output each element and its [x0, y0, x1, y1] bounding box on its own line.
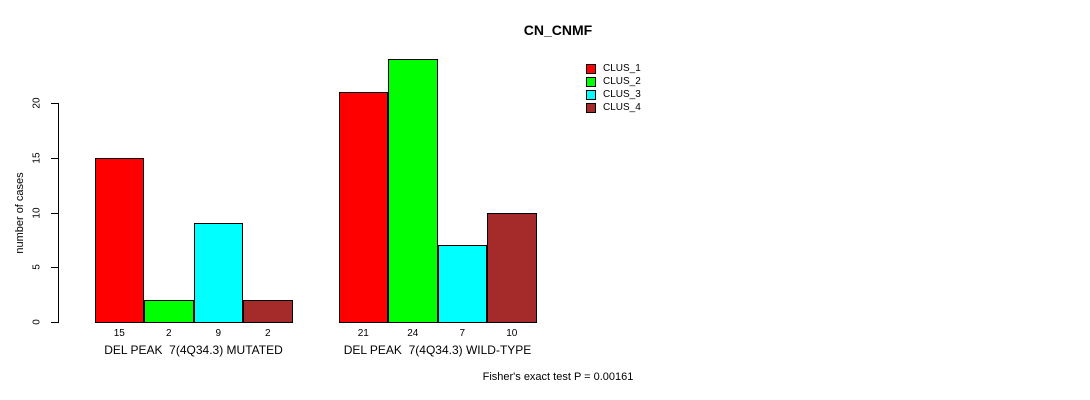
bar-clus_3-group2: [437, 245, 487, 323]
bar-clus_4-group2: [487, 212, 537, 323]
y-tick-mark: [51, 213, 58, 214]
y-tick-mark: [51, 322, 58, 323]
legend-item-clus-2: CLUS_2: [586, 75, 641, 88]
legend-label-clus-4: CLUS_4: [603, 102, 641, 113]
legend-item-clus-4: CLUS_4: [586, 101, 641, 114]
group-label-wild-type: DEL PEAK 7(4Q34.3) WILD-TYPE: [343, 343, 532, 357]
bar-clus_1-group1: [94, 157, 144, 323]
fisher-test-annotation: Fisher's exact test P = 0.00161: [482, 371, 634, 383]
bar-clus_1-group2: [338, 92, 388, 323]
legend-item-clus-3: CLUS_3: [586, 88, 641, 101]
legend-label-clus-1: CLUS_1: [603, 63, 641, 74]
bar-clus_2-group1: [144, 300, 194, 323]
bar-clus_2-group2: [388, 59, 438, 323]
group-label-mutated: DEL PEAK 7(4Q34.3) MUTATED: [104, 343, 283, 357]
legend: CLUS_1 CLUS_2 CLUS_3 CLUS_4: [586, 62, 641, 114]
legend-swatch-clus-2: [586, 76, 596, 87]
y-tick-mark: [51, 267, 58, 268]
y-tick-label: 20: [31, 97, 43, 109]
legend-label-clus-3: CLUS_3: [603, 89, 641, 100]
legend-label-clus-2: CLUS_2: [603, 76, 641, 87]
legend-swatch-clus-4: [586, 102, 596, 113]
bar-value-clus_1-group1: 15: [113, 328, 125, 339]
bar-clus_3-group1: [193, 223, 243, 323]
y-axis-label: number of cases: [14, 172, 26, 254]
bar-value-clus_3-group2: 7: [459, 328, 466, 339]
legend-swatch-clus-1: [586, 63, 596, 74]
bar-value-clus_2-group2: 24: [407, 328, 419, 339]
bar-value-clus_1-group2: 21: [357, 328, 369, 339]
legend-swatch-clus-3: [586, 89, 596, 100]
y-tick-label: 10: [31, 207, 43, 219]
bar-value-clus_3-group1: 9: [215, 328, 222, 339]
y-tick-mark: [51, 158, 58, 159]
bar-value-clus_2-group1: 2: [165, 328, 172, 339]
bar-value-clus_4-group1: 2: [264, 328, 271, 339]
y-axis-line: [58, 103, 59, 323]
y-tick-mark: [51, 103, 58, 104]
bar-value-clus_4-group2: 10: [506, 328, 518, 339]
y-tick-label: 0: [31, 319, 43, 325]
bar-clus_4-group1: [243, 300, 293, 323]
y-tick-label: 5: [31, 264, 43, 270]
chart-title: CN_CNMF: [523, 22, 593, 38]
legend-item-clus-1: CLUS_1: [586, 62, 641, 75]
y-tick-label: 15: [31, 152, 43, 164]
